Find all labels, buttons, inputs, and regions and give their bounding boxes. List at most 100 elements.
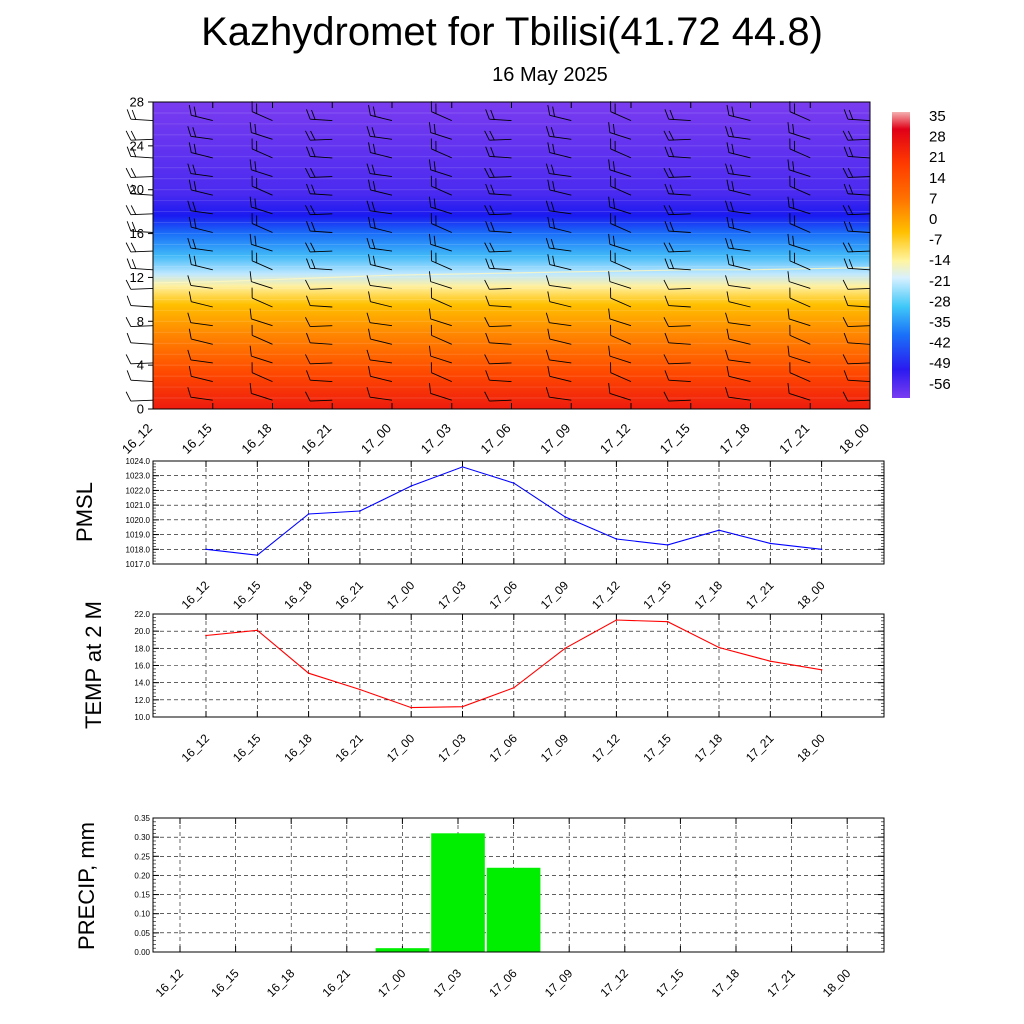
data-point [513,482,515,484]
wind-barb [366,237,393,252]
wind-barb-feather [547,142,551,153]
wind-barb-feather [305,354,311,364]
wind-barb-feather [254,198,257,209]
wind-barb [485,221,512,233]
wind-barb-shaft [668,379,691,383]
x-tick-label: 16_12 [179,731,213,765]
x-tick-label: 17_18 [709,966,743,1000]
wind-barb [664,258,691,271]
wind-barb-feather [485,183,490,194]
wind-barb-feather [430,138,432,149]
wind-barb-shaft [789,243,811,252]
wind-barb [843,332,871,345]
wind-barb-shaft [251,169,273,178]
wind-barb-feather [256,215,258,226]
wind-barb-feather [789,324,791,336]
wind-barb-shaft [609,318,632,327]
wind-barb-shaft [549,152,572,159]
x-tick-label: 17_00 [384,731,418,765]
colorbar-label: 21 [929,149,946,166]
wind-barb-feather [668,168,675,178]
data-point [718,646,720,649]
wind-barb-feather [547,179,551,191]
wind-barb [663,205,691,216]
wind-barb-feather [125,279,132,290]
wind-barb-feather [848,184,854,195]
x-tick-label: 17_09 [537,421,573,457]
wind-barb [608,122,632,140]
wind-barb [368,365,393,383]
wind-barb-shaft [431,148,452,159]
wind-barb-shaft [609,169,632,178]
wind-barb-feather [789,101,791,112]
wind-barb-feather [430,213,432,224]
wind-barb [608,308,632,327]
wind-barb [547,254,572,271]
wind-barb [187,163,213,178]
wind-barb-shaft [430,318,452,327]
wind-barb-feather [787,159,790,170]
wind-barb-shaft [370,375,393,383]
wind-barb-feather [428,159,432,170]
wind-barb [485,109,512,122]
wind-barb-shaft [668,193,691,196]
wind-barb-shaft [549,359,572,364]
wind-barb-feather [485,258,490,269]
wind-barb-shaft [310,213,333,216]
wind-barb-shaft [251,281,273,289]
wind-barb-feather [793,252,795,264]
wind-barb-feather [792,123,795,135]
wind-barb [251,362,273,383]
y-tick-label: 1022.0 [126,486,151,495]
wind-barb-feather [552,255,556,267]
wind-barb [305,130,333,141]
wind-barb [484,205,512,216]
wind-barb-feather [552,106,556,117]
wind-barb [306,295,333,308]
data-point [513,687,515,689]
wind-barb-feather [614,103,616,114]
wind-barb-shaft [130,176,154,178]
wind-barb-shaft [789,148,811,159]
panel-bar: 0.00 0.05 0.10 0.15 0.20 0.25 0.30 0.35 16_12 16_… [74,814,885,1000]
x-tick-label: 17_21 [776,421,812,457]
wind-barb [789,250,811,271]
wind-barb-shaft [431,297,452,308]
wind-barb-shaft [668,342,691,345]
wind-barb-feather [484,130,490,141]
wind-barb-feather [125,354,132,364]
wind-barb-feather [485,332,490,344]
y-tick-label: 14.0 [134,679,150,688]
wind-barb [251,101,273,122]
wind-barb-shaft [310,250,333,253]
wind-barb-feather [366,349,371,361]
wind-barb-feather [249,345,252,357]
x-tick-label: 17_00 [384,578,418,612]
wind-barb-feather [726,328,730,340]
wind-barb-feather [664,370,670,381]
wind-barb-feather [610,287,612,299]
wind-barb-feather [126,109,132,120]
wind-barb [608,233,632,252]
wind-barb-feather [368,328,371,340]
wind-barb-feather [254,161,257,172]
wind-barb-feather [193,218,197,229]
x-tick-label: 16_21 [319,966,353,1000]
y-tick-label: 1017.0 [126,560,151,569]
x-tick-label: 17_03 [435,578,469,612]
wind-barb-feather [131,184,137,195]
wind-barb-feather [485,295,490,306]
wind-barb-feather [669,221,675,232]
panel-frame [152,460,885,565]
wind-barb-shaft [251,132,273,140]
x-tick-label: 17_09 [538,731,572,765]
wind-barb [366,126,393,140]
wind-barb [306,221,333,233]
wind-barb-feather [254,123,257,135]
wind-barb-feather [306,332,311,344]
wind-barb [251,138,273,159]
wind-barb-feather [256,252,258,264]
wind-barb-feather [545,200,550,211]
wind-barb-feather [489,168,495,178]
wind-barb [787,233,811,252]
